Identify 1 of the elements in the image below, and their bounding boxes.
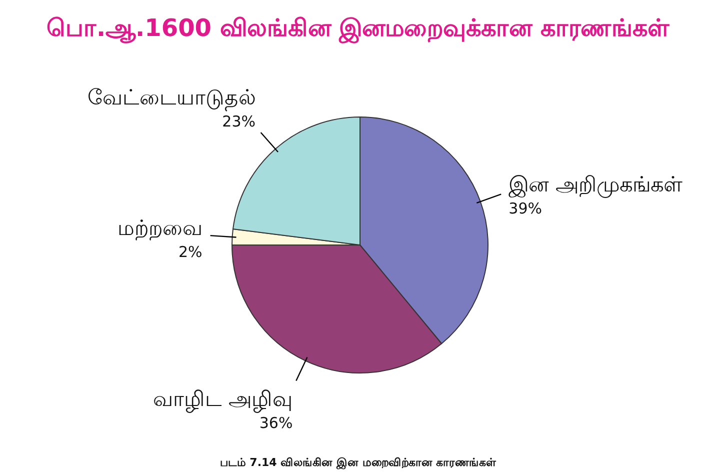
title: பொ.ஆ.1600 விலங்கின இனமறைவுக்கான காரணங்கள் [46, 14, 670, 42]
